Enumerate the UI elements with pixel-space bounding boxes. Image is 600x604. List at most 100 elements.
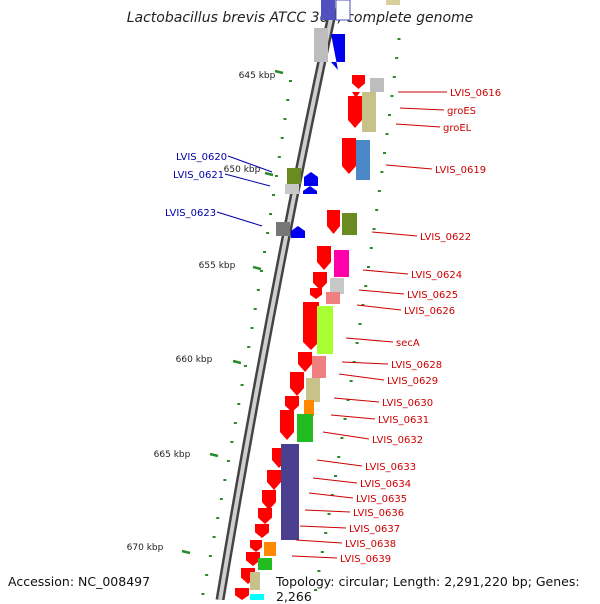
gene-label-reverse: LVIS_0621 [173,170,224,181]
gene-block [285,184,299,194]
gene-block [312,356,326,378]
backbone [215,0,340,600]
gene-arrow-forward [290,372,304,396]
minor-tick [237,403,241,405]
minor-tick [337,456,341,458]
gene-labels-left: LVIS_0620 LVIS_0621 LVIS_0623 [165,152,273,227]
kbp-label: 655 kbp [199,261,236,271]
minor-tick [375,209,379,211]
minor-tick [277,156,281,158]
gene-arrow-reverse [303,186,317,194]
minor-tick [216,517,220,519]
minor-tick [288,80,292,82]
label-leader [345,337,394,343]
label-leader [291,555,338,559]
minor-tick [226,460,230,462]
kbp-tick [209,452,219,458]
label-leader [330,414,376,420]
label-leader [322,431,370,440]
minor-tick [380,171,384,173]
minor-tick [385,133,389,135]
minor-tick [212,536,216,538]
gene-block [335,0,351,21]
gene-label-forward: LVIS_0632 [372,435,423,446]
kbp-label: 650 kbp [224,165,261,175]
label-leader [308,492,354,499]
minor-tick [392,76,396,78]
gene-arrow-forward [258,508,272,524]
label-leader [338,373,385,381]
gene-track [235,75,384,600]
gene-label-forward: LVIS_0628 [391,360,442,371]
kbp-tick [181,549,191,555]
label-leader [216,211,263,227]
gene-arrow-forward [267,470,281,490]
minor-tick [372,228,376,230]
gene-block [362,92,376,132]
top-genes [314,0,400,70]
minor-tick [253,308,257,310]
gene-block [297,414,313,442]
minor-tick [274,175,278,177]
minor-tick [201,593,205,595]
kbp-tick [232,359,242,365]
gene-label-forward: LVIS_0626 [404,306,455,317]
label-leader [299,525,347,529]
minor-tick [355,342,359,344]
gene-block [258,558,272,570]
minor-tick [256,289,260,291]
gene-block [304,400,314,416]
accession-label: Accession: NC_008497 [8,574,151,589]
minor-tick [208,555,212,557]
kbp-tick [274,69,284,75]
gene-label-reverse: LVIS_0620 [176,152,227,163]
gene-arrow-forward [250,540,262,552]
gene-block [342,213,357,235]
kbp-label: 670 kbp [127,543,164,553]
minor-tick [250,327,254,329]
gene-arrow-forward [255,524,269,538]
minor-tick [266,232,270,234]
minor-tick [223,479,227,481]
gene-label-forward: LVIS_0631 [378,415,429,426]
minor-tick [334,475,338,477]
minor-tick [280,137,284,139]
gene-block [306,378,320,402]
minor-tick [240,384,244,386]
label-leader [304,509,351,513]
label-leader [341,361,389,365]
gene-block [287,168,301,184]
label-leader [356,304,402,311]
gene-block [250,572,260,590]
minor-tick [352,361,356,363]
gene-block [326,292,340,304]
gene-label-forward: LVIS_0639 [340,554,391,565]
minor-tick [377,190,381,192]
gene-arrow-forward [280,410,294,440]
minor-tick [364,285,368,287]
gene-block [317,306,333,354]
minor-tick [390,95,394,97]
minor-tick [219,498,223,500]
gene-label-forward: LVIS_0637 [349,524,400,535]
gene-arrow-forward [317,246,331,270]
gene-arrow-forward [352,75,365,89]
minor-tick [327,513,331,515]
minor-tick [272,194,276,196]
gene-block [386,0,400,5]
gene-label-forward: groES [447,106,476,117]
minor-tick [387,114,391,116]
gene-label-forward: LVIS_0630 [382,398,433,409]
gene-arrow-reverse [304,172,318,186]
gene-block [356,140,370,180]
gene-arrow-forward [298,352,312,372]
minor-tick [397,38,401,40]
gene-block [281,444,299,540]
gene-label-forward: LVIS_0625 [407,290,458,301]
kbp-tick [264,171,274,177]
kbp-tick [252,265,262,271]
minor-tick [324,532,328,534]
label-leader [227,155,273,173]
gene-label-forward: secA [396,338,420,349]
